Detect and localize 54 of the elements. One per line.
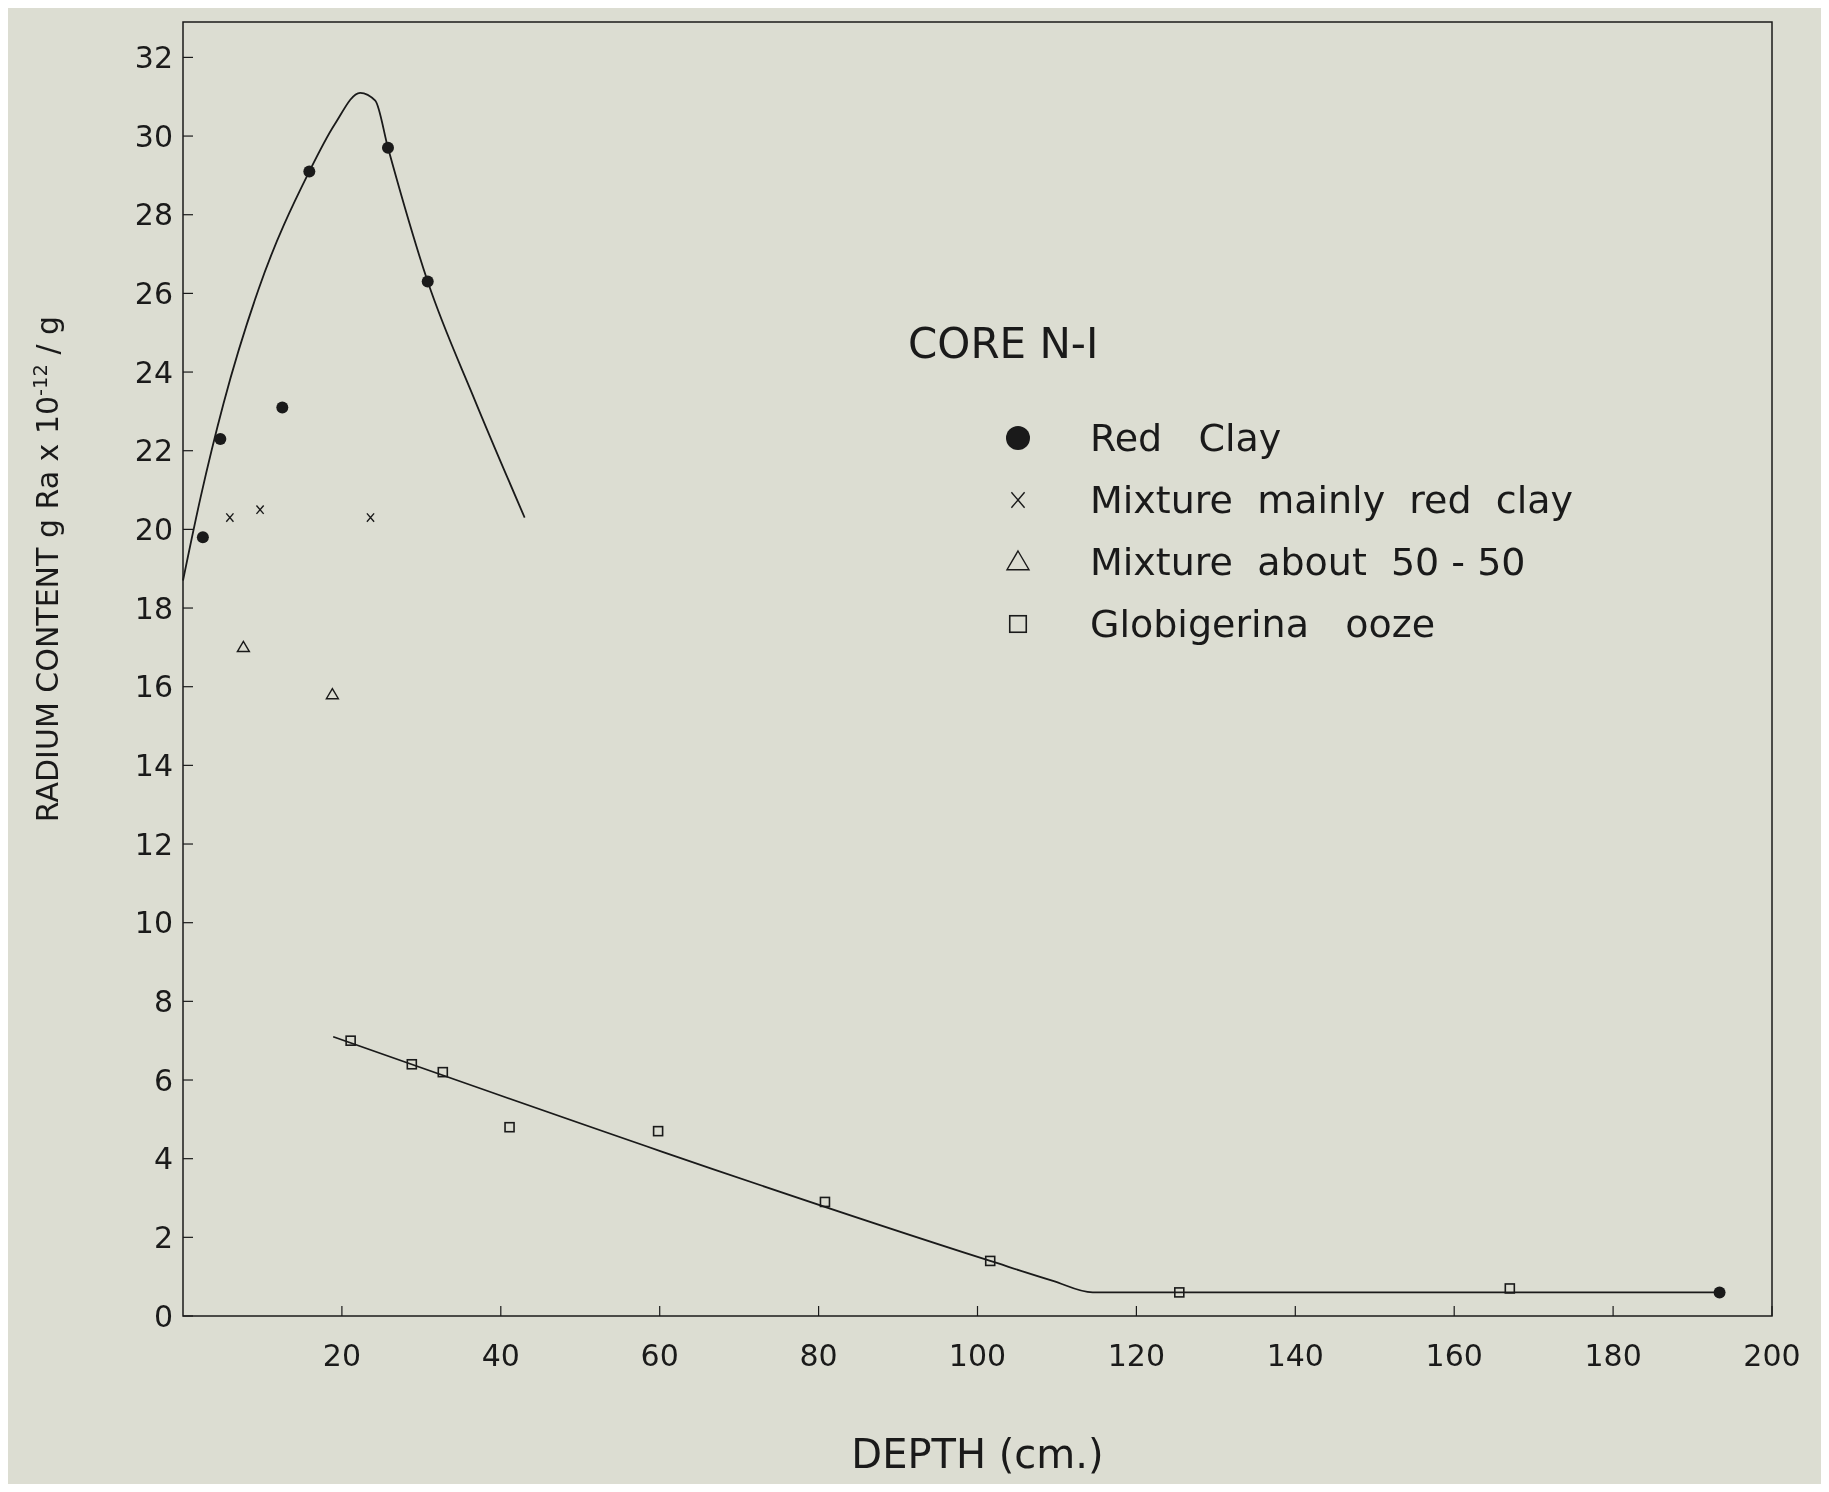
legend-label: Red Clay [1090,416,1282,460]
point [652,1125,664,1137]
y-tick-label: 0 [153,1298,173,1334]
y-tick-label: 24 [134,354,173,390]
point [984,1255,996,1267]
point [236,640,251,653]
point [819,1196,831,1208]
point [366,512,375,523]
point [504,1121,515,1133]
x-tick-label: 160 [1425,1338,1483,1373]
x-tick-label: 200 [1743,1338,1801,1373]
y-tick-label: 4 [153,1141,173,1177]
y-tick-label: 16 [134,669,173,705]
x-axis-title: DEPTH (cm.) [851,1431,1104,1477]
point [1713,1286,1726,1299]
y-tick-label: 12 [134,826,173,862]
y-tick-label: 32 [134,39,173,75]
point [345,1035,356,1046]
x-tick-label: 60 [640,1338,679,1373]
point [255,504,265,515]
point [214,432,227,445]
point [303,165,316,178]
y-tick-label: 26 [134,275,173,311]
y-tick-label: 14 [134,747,173,783]
y-tick-label: 18 [134,590,173,626]
point [1504,1283,1516,1294]
y-tick-label: 20 [134,511,173,547]
point [381,141,394,154]
y-tick-label: 22 [134,433,173,469]
x-tick-label: 80 [799,1338,838,1373]
x-tick-label: 100 [948,1338,1007,1373]
point [1174,1287,1185,1298]
point [225,512,235,523]
y-tick-label: 10 [134,905,173,941]
legend-label: Mixture mainly red clay [1090,478,1573,522]
point [421,275,434,288]
point [437,1066,449,1078]
point [276,401,289,414]
x-tick-label: 40 [481,1338,520,1373]
x-tick-label: 140 [1266,1338,1324,1373]
point [406,1058,418,1070]
legend-label: Mixture about 50 - 50 [1090,540,1526,584]
y-tick-label: 8 [153,983,173,1019]
x-tick-label: 180 [1584,1338,1642,1373]
x-tick-label: 20 [322,1338,361,1373]
legend-title: CORE N-I [908,319,1099,368]
y-tick-label: 2 [153,1219,173,1255]
x-tick-label: 120 [1107,1338,1166,1373]
point [196,531,209,544]
y-tick-label: 28 [134,197,173,233]
legend-label: Globigerina ooze [1090,602,1436,646]
y-tick-label: 6 [153,1062,173,1098]
point [325,687,340,700]
y-tick-label: 30 [134,118,173,154]
